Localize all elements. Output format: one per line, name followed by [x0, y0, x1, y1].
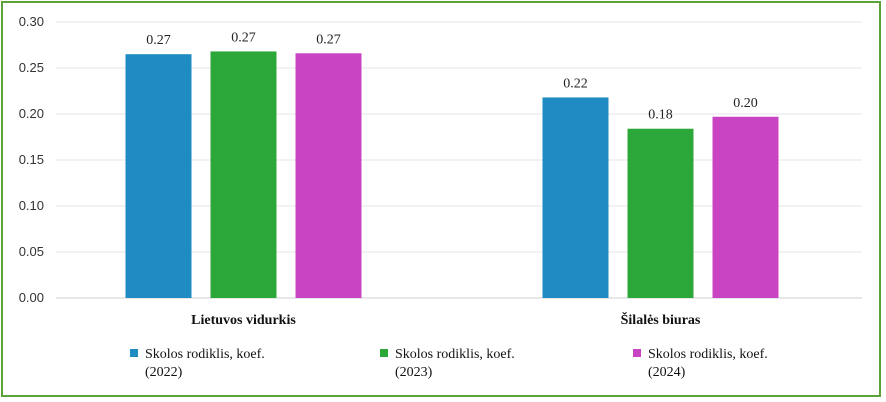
category-label: Šilalės biuras [621, 311, 701, 328]
legend-label: (2022) [145, 365, 183, 380]
legend-label: Skolos rodiklis, koef. [145, 347, 265, 362]
bar [542, 97, 609, 298]
legend-label: (2023) [395, 365, 433, 380]
y-tick-label: 0.05 [19, 244, 44, 259]
y-tick-label: 0.10 [19, 198, 44, 213]
legend-label: (2024) [648, 365, 686, 380]
legend-label: Skolos rodiklis, koef. [648, 347, 768, 362]
y-tick-label: 0.25 [19, 60, 44, 75]
bar [712, 116, 779, 298]
y-tick-label: 0.30 [19, 14, 44, 29]
bar [125, 54, 192, 299]
legend-label: Skolos rodiklis, koef. [395, 347, 515, 362]
legend-swatch [380, 349, 388, 357]
data-label: 0.22 [563, 76, 588, 91]
data-label: 0.27 [146, 33, 171, 48]
bar [295, 53, 362, 298]
category-label: Lietuvos vidurkis [191, 313, 296, 328]
y-tick-label: 0.20 [19, 106, 44, 121]
data-label: 0.27 [231, 30, 256, 45]
y-tick-label: 0.15 [19, 152, 44, 167]
bar [627, 128, 694, 298]
bar [210, 51, 277, 298]
data-label: 0.18 [648, 108, 673, 123]
legend-swatch [633, 349, 641, 357]
data-label: 0.20 [733, 96, 758, 111]
y-tick-label: 0.00 [19, 290, 44, 305]
data-label: 0.27 [316, 32, 341, 47]
legend-swatch [130, 349, 138, 357]
